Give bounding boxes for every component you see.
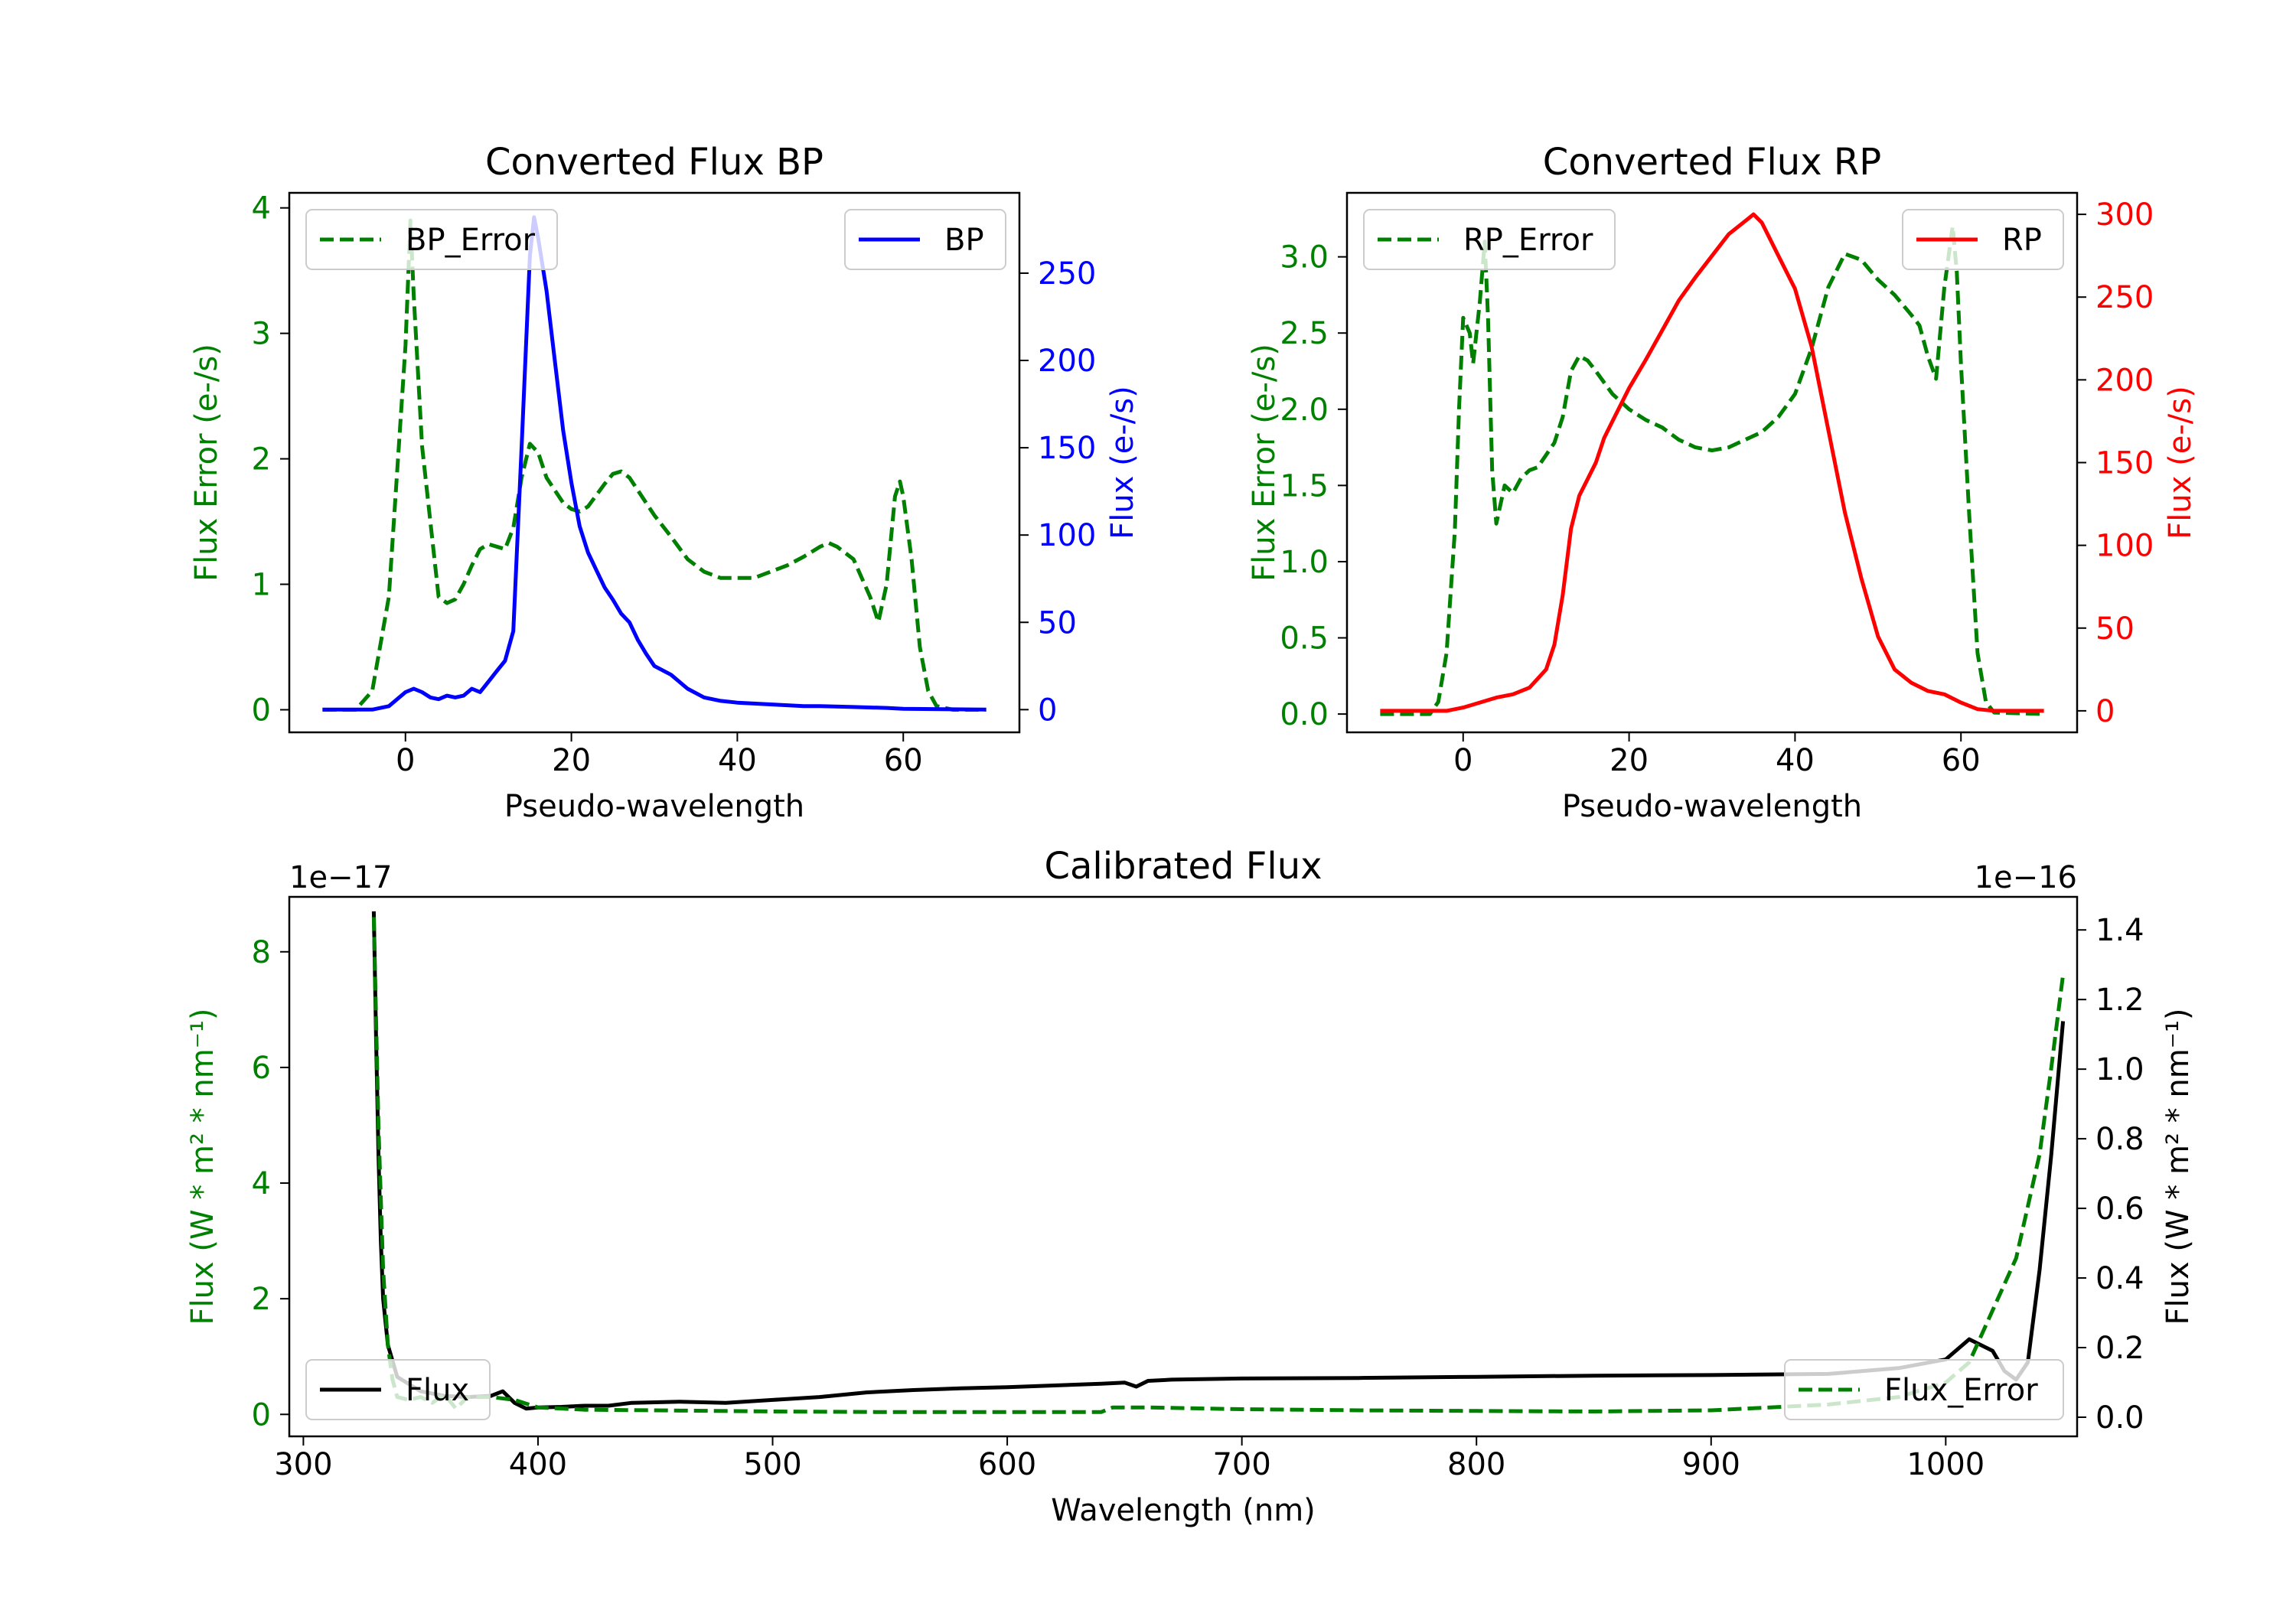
y-axis-label-left: Flux Error (e-/s) — [189, 344, 224, 582]
y-tick-label-left: 2 — [252, 1282, 271, 1317]
legend-box — [844, 209, 1006, 270]
y-tick-label-right: 1.4 — [2095, 913, 2144, 948]
chart-title: Converted Flux RP — [1543, 141, 1881, 184]
series-line-bp — [322, 215, 987, 712]
y-offset-label-left: 1e−17 — [289, 860, 392, 895]
y-tick-label-right: 50 — [2095, 611, 2135, 647]
x-tick-label: 500 — [743, 1447, 801, 1482]
y-axis-label-right: Flux (e-/s) — [2163, 386, 2198, 539]
x-tick-label: 20 — [1609, 743, 1649, 778]
y-tick-label-right: 100 — [1038, 518, 1096, 553]
y-tick-label-left: 0.5 — [1280, 621, 1329, 657]
legend-flux: Flux — [305, 1359, 491, 1420]
x-tick-label: 800 — [1447, 1447, 1505, 1482]
legend-label: RP — [2002, 223, 2042, 258]
y-tick-label-right: 250 — [2095, 280, 2154, 315]
y-tick-label-right: 0.0 — [2095, 1400, 2144, 1436]
legend-bp: BP — [844, 209, 1006, 270]
series-line-bp-error — [322, 218, 987, 712]
y-tick-label-right: 0 — [1038, 693, 1057, 728]
legend-box — [1902, 209, 2064, 270]
x-tick-label: 300 — [274, 1447, 332, 1482]
x-tick-label: 60 — [884, 743, 923, 778]
legend-box — [1363, 209, 1616, 270]
x-tick-label: 900 — [1682, 1447, 1740, 1482]
y-tick-label-left: 2 — [252, 442, 271, 478]
x-tick-label: 40 — [1776, 743, 1815, 778]
legend-label: BP — [944, 223, 984, 258]
y-tick-label-right: 1.2 — [2095, 983, 2144, 1018]
x-tick-label: 40 — [718, 743, 757, 778]
x-tick-label: 60 — [1942, 743, 1981, 778]
panel-converted-flux-rp: 0 20 40 60 0.0 0.5 1.0 1.5 2.0 2.5 3.0 0 50 100 150 200… — [1247, 141, 2198, 824]
y-tick-label-right: 1.0 — [2095, 1052, 2144, 1087]
x-axis-label: Pseudo-wavelength — [1562, 789, 1862, 824]
x-tick-label: 700 — [1212, 1447, 1270, 1482]
x-tick-label: 0 — [396, 743, 415, 778]
y-tick-label-left: 8 — [252, 935, 271, 970]
y-tick-label-left: 0 — [252, 693, 271, 728]
x-axis-label: Pseudo-wavelength — [504, 789, 804, 824]
y-tick-label-left: 0.0 — [1280, 697, 1329, 732]
panel-calibrated-flux: 300 400 500 600 700 800 900 1000 0 2 4 6 8 0.0 0.2 0.4 0… — [185, 845, 2196, 1528]
plot-frame — [288, 191, 1021, 734]
y-axis-label-right: Flux (W * m² * nm⁻¹) — [2161, 1009, 2196, 1325]
x-tick-label: 0 — [1453, 743, 1473, 778]
legend-rp: RP — [1902, 209, 2064, 270]
legend-box — [1784, 1359, 2064, 1420]
y-tick-label-left: 0 — [252, 1397, 271, 1433]
legend-label: RP_Error — [1463, 223, 1593, 258]
legend-flux-error: Flux_Error — [1784, 1359, 2064, 1420]
y-tick-label-right: 250 — [1038, 256, 1096, 292]
y-tick-label-right: 0.2 — [2095, 1331, 2144, 1366]
chart-title: Converted Flux BP — [485, 141, 823, 184]
legend-label: Flux_Error — [1884, 1373, 2038, 1408]
y-tick-label-left: 1 — [252, 568, 271, 603]
y-tick-label-left: 2.0 — [1280, 393, 1329, 428]
legend-rp-error: RP_Error — [1363, 209, 1616, 270]
y-tick-label-left: 1.0 — [1280, 545, 1329, 580]
y-tick-label-right: 150 — [1038, 431, 1096, 466]
legend-box — [305, 1359, 491, 1420]
y-tick-label-left: 1.5 — [1280, 468, 1329, 504]
y-tick-label-left: 2.5 — [1280, 316, 1329, 351]
x-axis-label: Wavelength (nm) — [1051, 1493, 1316, 1528]
y-tick-label-right: 200 — [2095, 363, 2154, 398]
x-tick-label: 1000 — [1906, 1447, 1985, 1482]
series-group — [322, 215, 987, 712]
x-tick-label: 20 — [552, 743, 591, 778]
series-line-rp-error — [1380, 224, 2044, 716]
series-line-rp — [1380, 212, 2044, 713]
y-tick-label-right: 0.8 — [2095, 1122, 2144, 1157]
y-axis-label-left: Flux (W * m² * nm⁻¹) — [185, 1009, 220, 1325]
y-tick-label-right: 50 — [1038, 605, 1077, 641]
y-tick-label-right: 300 — [2095, 197, 2154, 233]
y-tick-label-right: 0.6 — [2095, 1191, 2144, 1227]
plot-frame — [288, 895, 2079, 1438]
y-tick-label-right: 150 — [2095, 446, 2154, 481]
legend-box — [305, 209, 558, 270]
y-tick-label-left: 4 — [252, 1166, 271, 1201]
y-tick-label-left: 3 — [252, 317, 271, 352]
y-tick-label-right: 200 — [1038, 344, 1096, 379]
y-tick-label-left: 6 — [252, 1051, 271, 1086]
x-tick-label: 400 — [509, 1447, 567, 1482]
x-tick-label: 600 — [978, 1447, 1036, 1482]
y-axis-label-right: Flux (e-/s) — [1105, 386, 1140, 539]
y-tick-label-right: 0 — [2095, 694, 2115, 729]
legend-label: Flux — [406, 1373, 469, 1408]
chart-title: Calibrated Flux — [1044, 845, 1322, 888]
legend-label: BP_Error — [406, 223, 536, 258]
y-tick-label-right: 0.4 — [2095, 1261, 2144, 1296]
y-tick-label-left: 4 — [252, 191, 271, 227]
series-group — [1380, 212, 2044, 716]
y-tick-label-right: 100 — [2095, 529, 2154, 564]
y-tick-label-left: 3.0 — [1280, 240, 1329, 275]
legend-bp-error: BP_Error — [305, 209, 558, 270]
y-axis-label-left: Flux Error (e-/s) — [1247, 344, 1282, 582]
y-offset-label-right: 1e−16 — [1975, 860, 2077, 895]
